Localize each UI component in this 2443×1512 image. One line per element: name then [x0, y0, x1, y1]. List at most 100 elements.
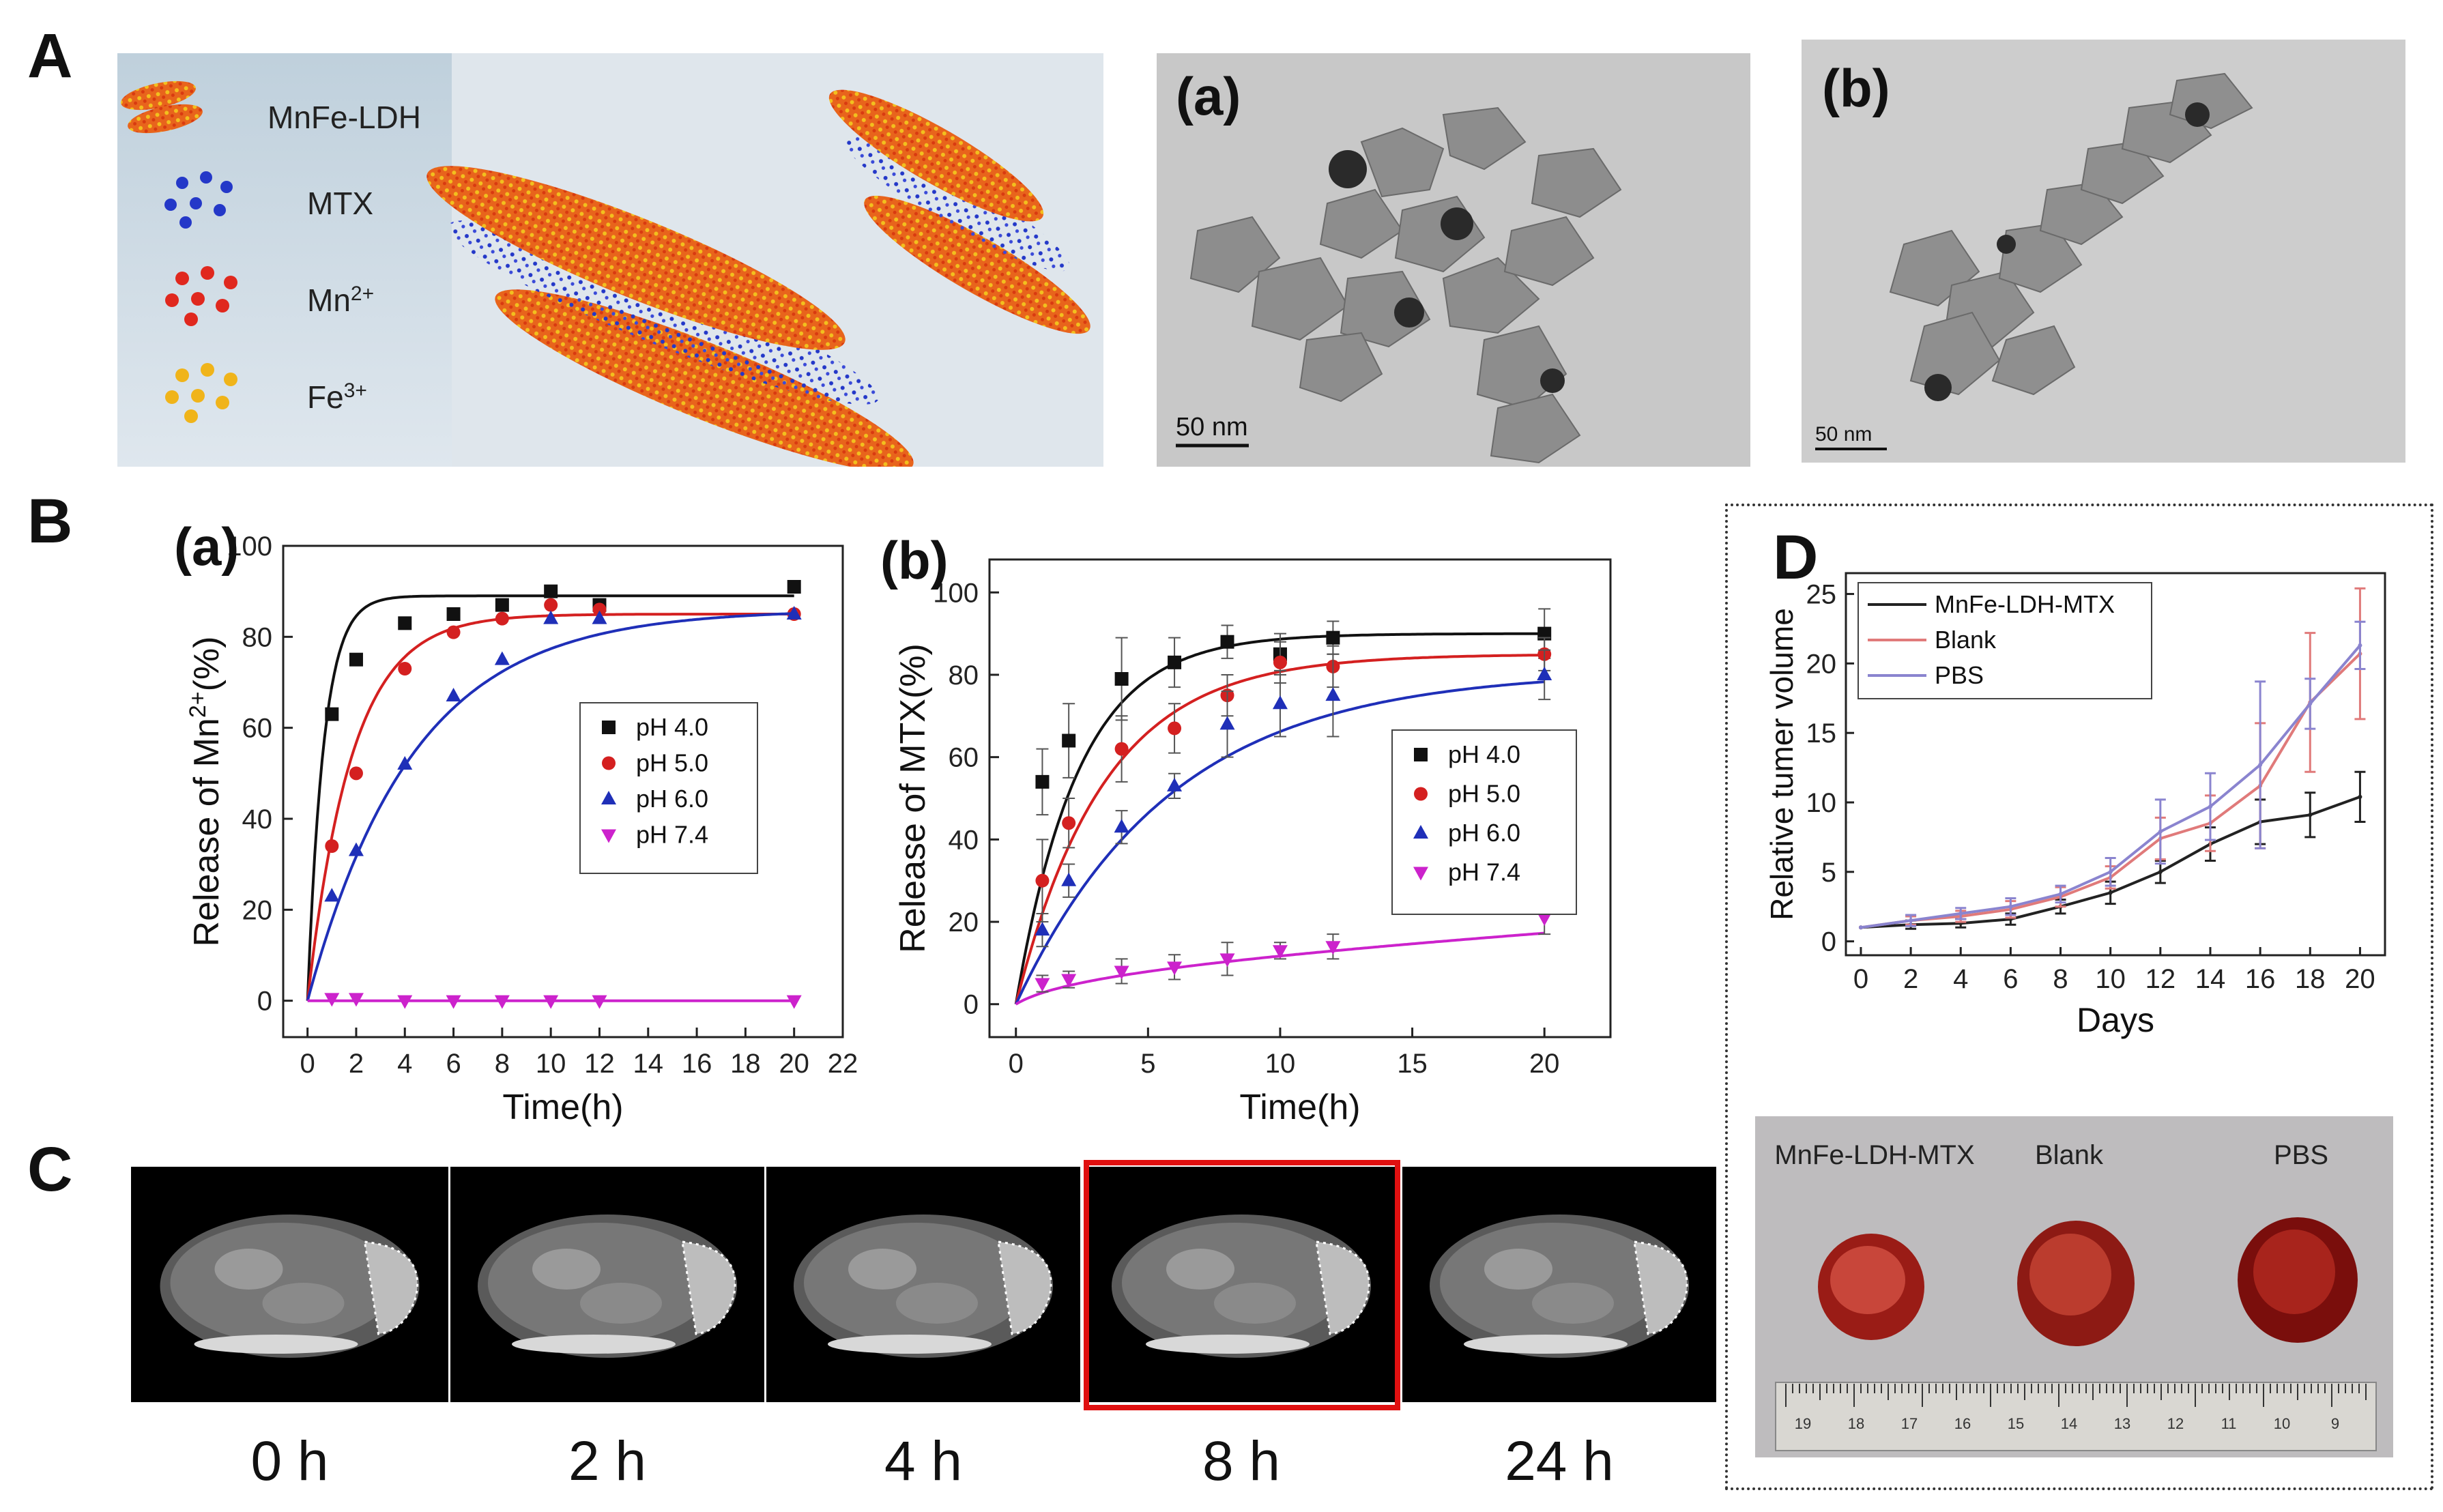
data-point [494, 995, 510, 1009]
y-tick-label: 60 [242, 714, 273, 744]
ruler-number: 15 [2008, 1415, 2024, 1432]
mri-time-label-1: 2 h [568, 1430, 646, 1492]
panel-label-b: B [27, 486, 73, 556]
x-tick-label: 4 [1953, 964, 1968, 994]
data-point [592, 602, 607, 617]
ruler-number: 11 [2221, 1415, 2237, 1432]
data-point [398, 662, 412, 675]
tumor-outline [363, 1240, 419, 1335]
y-tick-label: 20 [242, 895, 273, 925]
x-tick-label: 16 [2245, 964, 2276, 994]
data-point [1114, 672, 1129, 686]
photo-label-1: Blank [2035, 1140, 2104, 1170]
data-point [2058, 892, 2063, 897]
chart-release-mn: 0 2 4 6 8 10 12 14 16 18 20 22 0 20 40 60 80 100 Time(h) Re… [102, 505, 860, 1133]
data-point [1326, 630, 1340, 645]
mri-frame-2 [766, 1167, 1080, 1402]
photo-label-2: PBS [2274, 1140, 2328, 1170]
x-tick-label: 20 [1529, 1049, 1560, 1079]
legend-marker [1414, 787, 1428, 801]
panel-d-frame [1725, 504, 2433, 1490]
data-point [786, 606, 802, 620]
mri-frame-1 [450, 1167, 764, 1402]
data-point [1114, 819, 1129, 833]
tem-a-graphic: (a) 50 nm [1157, 53, 1750, 467]
y-tick-label: 40 [242, 804, 273, 834]
legend-label: pH 6.0 [1448, 819, 1520, 847]
legend-label: PBS [1935, 661, 1984, 689]
x-tick-label: 20 [779, 1049, 809, 1079]
legend-marker [1413, 867, 1428, 881]
ruler-number: 16 [1954, 1415, 1971, 1432]
data-point [592, 995, 607, 1009]
y-tick-label: 5 [1821, 858, 1836, 888]
mn-ion-legend-icon [165, 266, 237, 326]
x-tick-label: 22 [828, 1049, 858, 1079]
legend-label: pH 7.4 [636, 821, 708, 849]
data-point [1062, 733, 1076, 748]
subpanel-tag: (b) [880, 530, 949, 590]
chart-bb-svg: 0 5 10 15 20 0 20 40 60 80 100 Time(h) Release of MT… [880, 530, 1612, 1127]
x-tick-label: 6 [446, 1049, 461, 1079]
data-point [324, 993, 340, 1007]
mri-frame-4 [1402, 1167, 1716, 1402]
data-point [325, 707, 339, 721]
legend-label: pH 5.0 [1448, 780, 1520, 808]
tem-a-scale-label: 50 nm [1176, 413, 1248, 441]
data-point [1168, 655, 1182, 669]
data-point [2308, 701, 2313, 706]
legend-marker [601, 829, 616, 843]
data-point [1537, 666, 1552, 680]
y-tick-label: 10 [1806, 788, 1837, 818]
data-point [1114, 742, 1129, 756]
x-tick-label: 12 [2145, 964, 2176, 994]
data-point [1272, 945, 1288, 959]
data-point [1325, 687, 1341, 701]
panel-label-d: D [1773, 523, 1819, 592]
data-point [1273, 655, 1287, 669]
data-point [543, 610, 559, 624]
data-point [2258, 763, 2263, 768]
data-point [1219, 953, 1235, 968]
mri-highlight-box [1084, 1160, 1400, 1410]
ruler-number: 18 [1848, 1415, 1864, 1432]
mri-body-scan [794, 1215, 1053, 1358]
data-point [348, 842, 364, 856]
legend-label: pH 6.0 [636, 785, 708, 813]
fit-curve-2 [306, 612, 794, 1002]
legend-marker [602, 721, 616, 734]
data-point [397, 756, 413, 770]
data-point [446, 688, 461, 701]
data-point [543, 995, 559, 1009]
data-point [1537, 912, 1552, 926]
data-point [1325, 941, 1341, 955]
plot-frame [282, 544, 844, 1038]
ldh-sheets-small [828, 89, 1090, 334]
subpanel-tag: (a) [174, 517, 239, 577]
tumor-outline [997, 1240, 1052, 1335]
legend-marker [1413, 825, 1428, 839]
x-tick-label: 15 [1397, 1049, 1428, 1079]
data-point [1537, 626, 1552, 641]
data-point [787, 580, 801, 594]
mri-time-label-2: 4 h [884, 1430, 962, 1492]
mri-body-scan [1430, 1215, 1689, 1358]
chart-ba-svg: 0 2 4 6 8 10 12 14 16 18 20 22 0 20 40 60 80 100 Time(h) Re… [174, 517, 858, 1127]
y-tick-label: 25 [1806, 580, 1837, 610]
data-point [325, 839, 339, 853]
legend-label-mtx: MTX [307, 186, 373, 221]
y-tick-label: 15 [1806, 718, 1837, 748]
data-point [544, 598, 558, 612]
x-tick-label: 0 [1009, 1049, 1024, 1079]
mri-frame-3 [1084, 1167, 1399, 1402]
data-point [349, 652, 363, 667]
y-axis-label: Release of Mn2+(%) [185, 637, 227, 947]
chart-release-mtx: 0 5 10 15 20 0 20 40 60 80 100 Time(h) Release of MT… [846, 505, 1658, 1133]
y-tick-label: 100 [933, 578, 979, 608]
data-point [1167, 961, 1183, 976]
legend-label-mn: Mn2+ [307, 282, 374, 319]
data-point [2158, 869, 2163, 874]
data-point [2008, 904, 2013, 909]
legend-marker [602, 756, 616, 770]
scheme-graphic: MnFe-LDH MTX Mn2+ Fe3+ [121, 53, 1103, 467]
